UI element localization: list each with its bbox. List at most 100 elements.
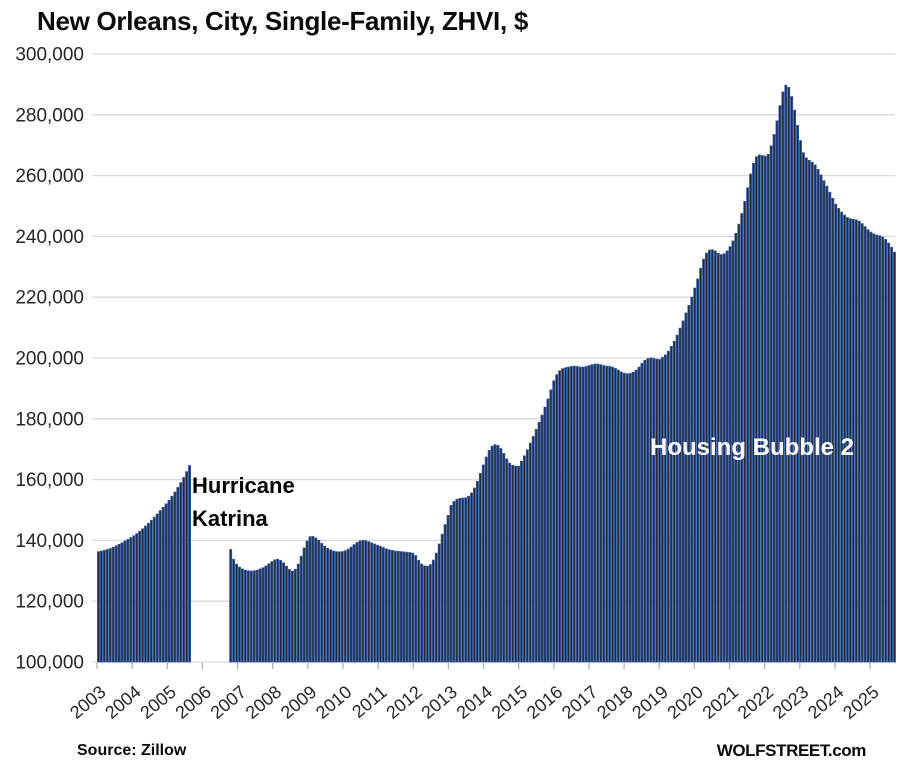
bar xyxy=(270,561,274,663)
bar xyxy=(893,251,896,663)
bar xyxy=(666,350,670,663)
x-axis-label: 2024 xyxy=(804,682,848,723)
bar xyxy=(702,258,706,663)
bar xyxy=(108,548,112,663)
bar xyxy=(599,364,603,663)
bar xyxy=(449,505,453,663)
bar xyxy=(649,357,653,663)
bar xyxy=(502,453,506,663)
bar xyxy=(326,547,330,663)
bar xyxy=(317,539,321,663)
bar xyxy=(241,568,244,663)
bar xyxy=(361,539,365,663)
bar xyxy=(235,563,238,663)
bar xyxy=(887,242,891,663)
bar xyxy=(367,541,371,663)
bar xyxy=(158,510,162,663)
bar xyxy=(428,564,432,663)
x-axis-label: 2013 xyxy=(417,682,461,723)
bar xyxy=(564,367,567,663)
bar xyxy=(243,569,247,663)
y-axis-label: 280,000 xyxy=(15,105,84,126)
bar xyxy=(346,548,350,663)
bar xyxy=(120,542,124,663)
bar xyxy=(584,366,588,663)
bar xyxy=(790,96,794,663)
x-axis-label: 2019 xyxy=(628,682,672,723)
wolfstreet-brand: WOLFSTREET.com xyxy=(716,741,867,760)
bar xyxy=(511,464,515,663)
bar xyxy=(622,372,626,663)
bar xyxy=(837,208,841,663)
x-axis-label: 2022 xyxy=(734,682,778,723)
bar xyxy=(329,549,332,663)
bar xyxy=(323,545,327,663)
bar xyxy=(710,249,714,663)
bar xyxy=(802,152,805,663)
bar xyxy=(834,203,838,663)
bar xyxy=(387,549,391,663)
bar xyxy=(746,187,750,663)
bar xyxy=(246,570,250,663)
bar xyxy=(188,465,191,663)
bar xyxy=(487,449,491,663)
bar xyxy=(285,565,288,663)
bar xyxy=(343,550,347,663)
bar xyxy=(643,360,647,663)
bar xyxy=(813,164,817,663)
bar xyxy=(528,442,532,663)
bar xyxy=(455,498,459,663)
bar xyxy=(537,422,541,663)
bar xyxy=(144,525,147,663)
bar xyxy=(646,358,650,663)
bar xyxy=(863,226,867,663)
bar xyxy=(464,497,468,663)
bar xyxy=(129,537,133,663)
bar xyxy=(819,174,823,663)
bar xyxy=(473,487,476,663)
bar xyxy=(881,236,885,663)
bar xyxy=(97,551,100,663)
bar xyxy=(828,191,832,663)
bar xyxy=(555,374,559,663)
bar xyxy=(287,569,291,663)
bar xyxy=(411,552,415,663)
y-axis-label: 300,000 xyxy=(15,45,84,66)
bar xyxy=(484,456,488,663)
bar xyxy=(681,320,685,663)
bar xyxy=(490,445,494,663)
bar xyxy=(775,120,779,663)
bar xyxy=(569,366,573,663)
bar xyxy=(708,249,711,663)
bar xyxy=(796,125,799,663)
bar xyxy=(725,250,729,663)
bar xyxy=(740,213,744,663)
bar xyxy=(167,499,171,663)
y-axis-label: 200,000 xyxy=(15,349,84,370)
bar xyxy=(608,366,612,663)
bar xyxy=(684,312,688,663)
bar xyxy=(414,555,418,663)
bar xyxy=(578,366,582,663)
bar xyxy=(496,445,500,663)
bar xyxy=(349,546,353,663)
bar xyxy=(426,565,429,663)
bar xyxy=(117,543,121,663)
y-axis-label: 120,000 xyxy=(15,592,84,613)
bar xyxy=(517,465,520,663)
bar xyxy=(296,563,300,663)
bar xyxy=(417,560,421,663)
bar xyxy=(499,448,503,663)
bar xyxy=(857,220,861,663)
bar xyxy=(549,389,553,663)
x-axis-label: 2003 xyxy=(66,682,110,723)
bar xyxy=(575,366,579,663)
bar xyxy=(358,540,362,663)
source-credit: Source: Zillow xyxy=(77,742,187,759)
bar xyxy=(461,497,465,663)
bar xyxy=(182,477,186,663)
bar xyxy=(884,239,888,663)
bar xyxy=(238,566,241,663)
x-axis-label: 2021 xyxy=(699,682,743,723)
bar xyxy=(890,246,893,663)
